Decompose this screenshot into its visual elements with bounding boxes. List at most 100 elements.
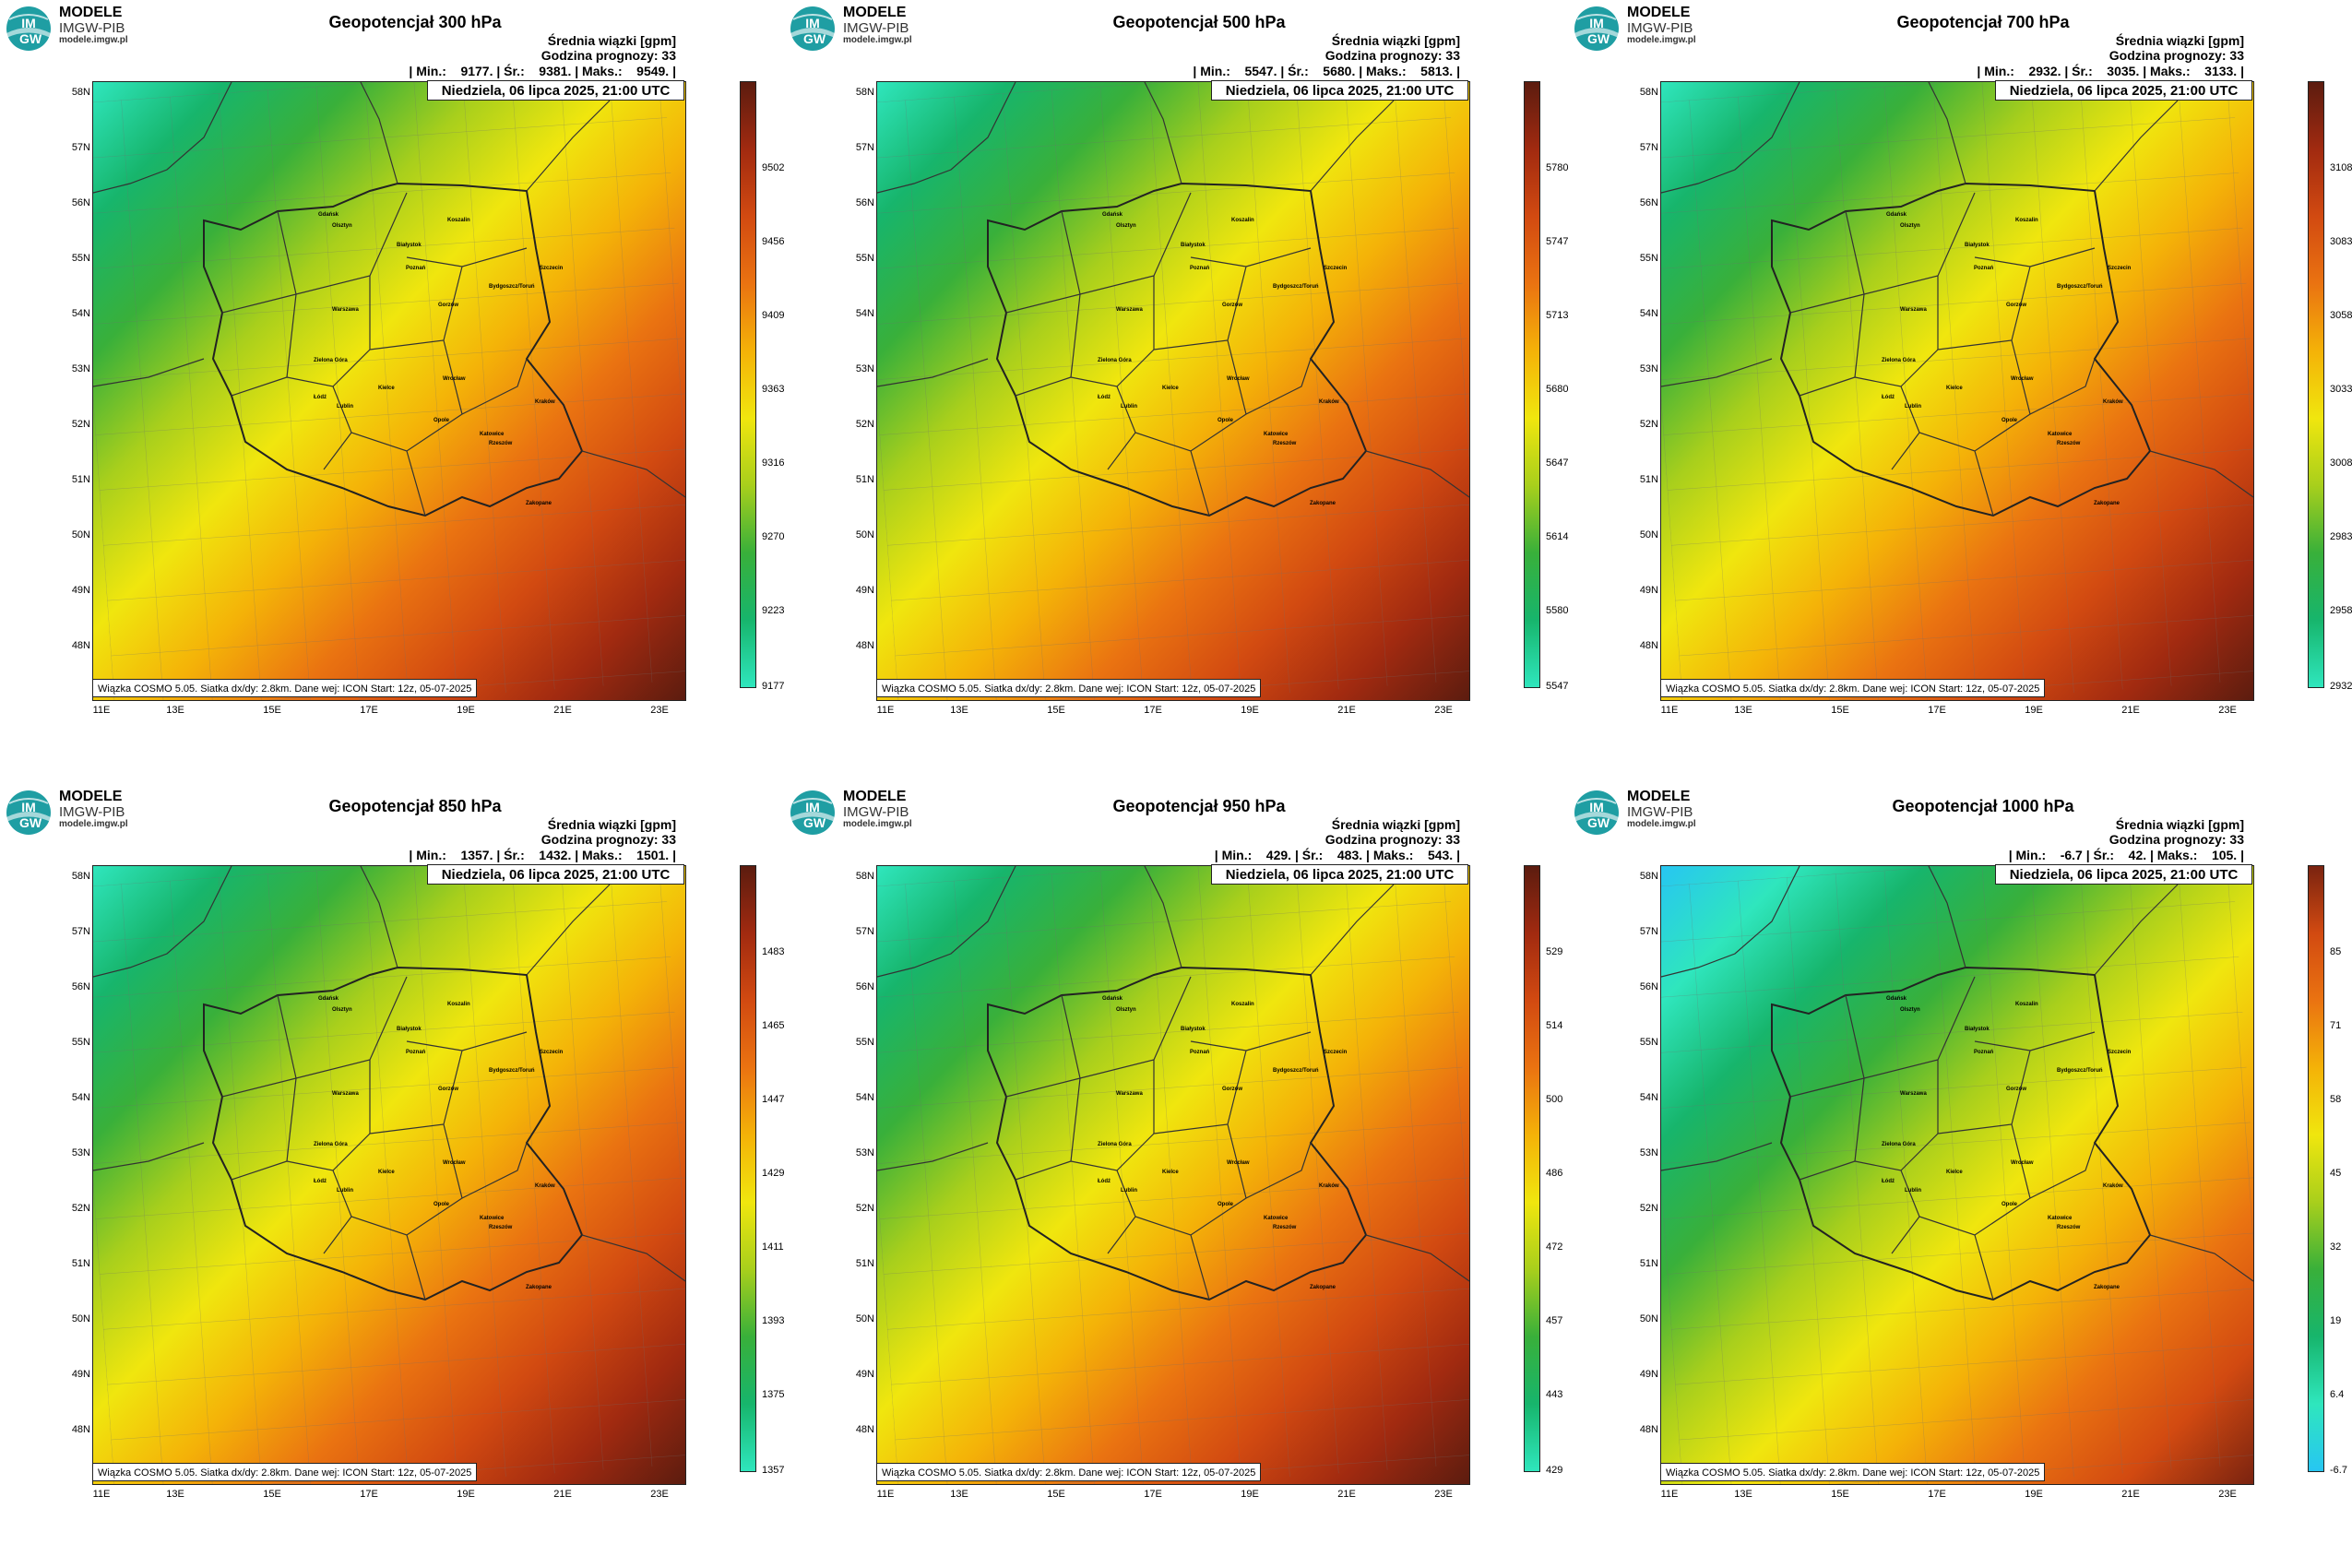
lon-label: 13E <box>950 1489 968 1500</box>
panel-stats: | Min.: 5547. | Śr.: 5680. | Maks.: 5813… <box>1193 64 1460 78</box>
svg-text:GW: GW <box>19 31 42 46</box>
colorbar-tick-label: 5580 <box>1546 605 1569 616</box>
city-label: Bydgoszcz/Toruń <box>2057 284 2103 290</box>
lat-label: 49N <box>855 585 874 596</box>
city-label: Koszalin <box>447 218 470 223</box>
city-label: Wrocław <box>2011 1160 2034 1166</box>
colorbar-tick-label: 1411 <box>762 1241 784 1253</box>
colorbar <box>740 865 756 1472</box>
city-label: Warszawa <box>332 307 359 313</box>
lat-label: 57N <box>1639 142 1658 153</box>
poland-border <box>1771 966 2152 1301</box>
model-footer: Wiązka COSMO 5.05. Siatka dx/dy: 2.8km. … <box>876 1463 1262 1481</box>
panel-title: Geopotencjał 500 hPa <box>1112 13 1286 31</box>
lat-label: 54N <box>855 1092 874 1103</box>
city-label: Poznań <box>1974 1050 1994 1055</box>
lat-label: 49N <box>71 585 90 596</box>
logo-name: MODELE <box>1627 789 1691 804</box>
city-label: Warszawa <box>1116 307 1143 313</box>
info-line-ensemble: Średnia wiązki [gpm] <box>547 817 676 832</box>
svg-text:IM: IM <box>1589 800 1604 814</box>
colorbar-tick-label: 2958 <box>2330 605 2352 616</box>
lon-label: 19E <box>1241 705 1259 716</box>
panel-stats: | Min.: 9177. | Śr.: 9381. | Maks.: 9549… <box>409 64 676 78</box>
lat-label: 57N <box>71 142 90 153</box>
city-label: Gorzów <box>438 303 458 308</box>
city-label: Rzeszów <box>2057 1225 2081 1230</box>
city-label: Łódź <box>1882 395 1895 400</box>
city-label: Katowice <box>480 432 505 437</box>
panel-info: Średnia wiązki [gpm] Godzina prognozy: 3… <box>2109 817 2244 847</box>
lon-label: 11E <box>1660 1489 1679 1500</box>
forecast-panel: IM GW MODELE IMGW-PIB modele.imgw.pl Geo… <box>0 0 784 756</box>
lon-label: 15E <box>1047 1489 1065 1500</box>
city-label: Białystok <box>397 1027 422 1032</box>
graticule <box>877 866 1469 1484</box>
lat-label: 53N <box>855 1147 874 1158</box>
panel-title: Geopotencjał 850 hPa <box>328 797 502 815</box>
lon-label: 21E <box>553 1489 572 1500</box>
city-label: Katowice <box>480 1216 505 1221</box>
city-label: Poznań <box>1190 1050 1210 1055</box>
colorbar-tick-label: 3108 <box>2330 162 2352 173</box>
logo-org: IMGW-PIB <box>843 803 909 820</box>
city-label: Koszalin <box>1231 218 1254 223</box>
info-line-hour: Godzina prognozy: 33 <box>540 48 676 64</box>
lat-label: 55N <box>71 1037 90 1048</box>
forecast-panel: IM GW MODELE IMGW-PIB modele.imgw.pl Geo… <box>784 0 1568 756</box>
lon-label: 13E <box>950 705 968 716</box>
city-label: Wrocław <box>2011 376 2034 382</box>
graticule <box>877 82 1469 700</box>
colorbar-tick-label: 9456 <box>762 236 785 247</box>
neighbor-borders <box>877 82 1469 498</box>
svg-text:IM: IM <box>21 800 36 814</box>
colorbar-tick-label: 2983 <box>2330 531 2352 542</box>
city-label: Opole <box>2002 418 2018 423</box>
lat-label: 48N <box>1639 1424 1658 1435</box>
imgw-logo-icon: IM GW <box>6 790 51 835</box>
city-label: Koszalin <box>2015 218 2038 223</box>
city-label: Poznań <box>1190 266 1210 271</box>
colorbar-tick-label: 1375 <box>762 1389 785 1400</box>
city-label: Wrocław <box>443 376 466 382</box>
city-label: Wrocław <box>1227 1160 1250 1166</box>
poland-border <box>203 966 584 1301</box>
panel-stats: | Min.: 429. | Śr.: 483. | Maks.: 543. | <box>1214 848 1460 862</box>
city-label: Zakopane <box>2094 1285 2120 1290</box>
forecast-panel: IM GW MODELE IMGW-PIB modele.imgw.pl Geo… <box>1568 784 2347 1540</box>
imgw-logo-icon: IM GW <box>790 6 835 51</box>
city-label: Zakopane <box>526 501 552 506</box>
svg-text:IM: IM <box>1589 16 1604 30</box>
poland-border <box>203 182 584 517</box>
map-field <box>1660 865 2254 1485</box>
imgw-logo-icon: IM GW <box>1574 790 1619 835</box>
colorbar-tick-label: 3033 <box>2330 384 2352 395</box>
city-label: Łódź <box>1098 395 1111 400</box>
lat-label: 49N <box>1639 585 1658 596</box>
info-line-ensemble: Średnia wiązki [gpm] <box>547 33 676 48</box>
city-label: Rzeszów <box>1273 441 1297 446</box>
logo-org: IMGW-PIB <box>1627 803 1693 820</box>
city-label: Zielona Góra <box>1882 358 1916 363</box>
voivodeship-borders <box>1789 192 2096 517</box>
lat-label: 56N <box>1639 197 1658 208</box>
city-label: Kraków <box>1319 1183 1339 1189</box>
lon-label: 13E <box>1734 705 1752 716</box>
lat-label: 53N <box>71 1147 90 1158</box>
city-label: Opole <box>434 418 450 423</box>
panel-stats: | Min.: -6.7 | Śr.: 42. | Maks.: 105. | <box>2008 848 2244 862</box>
colorbar-tick-label: 3058 <box>2330 310 2352 321</box>
lat-label: 52N <box>1639 419 1658 430</box>
city-label: Gorzów <box>2006 303 2026 308</box>
city-label: Szczecin <box>540 266 564 271</box>
voivodeship-borders <box>221 192 528 517</box>
city-label: Lublin <box>337 404 353 410</box>
city-label: Warszawa <box>1900 1091 1927 1097</box>
forecast-date: Niedziela, 06 lipca 2025, 21:00 UTC <box>427 864 684 885</box>
graticule <box>93 866 685 1484</box>
info-line-hour: Godzina prognozy: 33 <box>2108 832 2244 848</box>
city-label: Łódź <box>1882 1179 1895 1184</box>
city-label: Lublin <box>337 1188 353 1194</box>
city-label: Białystok <box>1965 1027 1990 1032</box>
colorbar-tick-label: 457 <box>1546 1315 1563 1326</box>
